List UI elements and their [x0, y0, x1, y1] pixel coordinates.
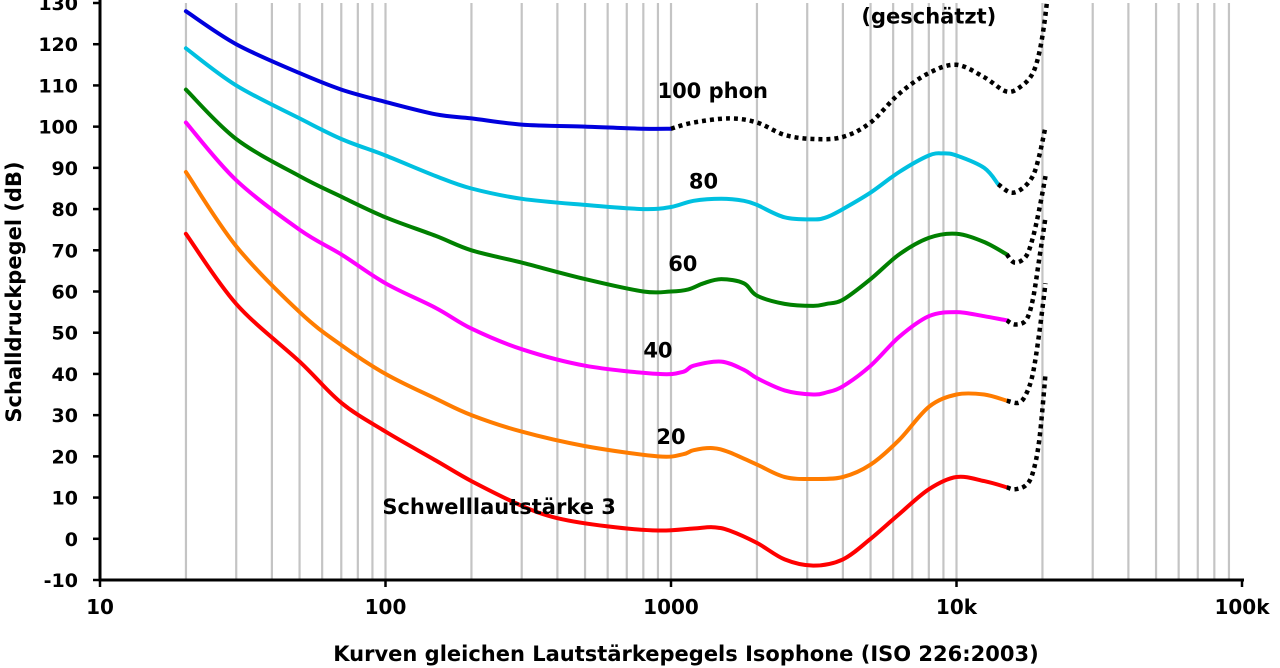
y-tick-label: 120	[38, 34, 78, 56]
curve-60-estimated	[1005, 175, 1048, 265]
curve-label: 20	[656, 425, 685, 449]
x-axis-title: Kurven gleichen Lautstärkepegels Isophon…	[333, 642, 1038, 666]
y-tick-label: 80	[52, 199, 78, 221]
curve-labels: 100 phon 80 60 40 20 Schwelllautstärke 3 (gesc…	[382, 5, 996, 519]
curve-60	[183, 87, 1009, 308]
y-tick-label: 90	[52, 158, 78, 180]
y-tick-label: 50	[52, 323, 78, 345]
curve-100-phon-estimated	[670, 0, 1050, 142]
curve-20-estimated	[1006, 283, 1048, 406]
y-tick-label: 70	[52, 240, 78, 262]
curve-label: 80	[689, 169, 718, 193]
x-tick-label: 100k	[1214, 595, 1270, 619]
curve-label: 60	[668, 252, 697, 276]
curve-80	[183, 46, 1001, 222]
x-tick-label: 10k	[936, 595, 978, 619]
y-tick-label: 30	[52, 405, 78, 427]
curve-label: 100 phon	[657, 79, 768, 103]
curves	[183, 0, 1050, 568]
curve-schwelllautst-rke-3	[183, 231, 1009, 568]
curve-label: 40	[643, 338, 672, 362]
y-tick-label: 60	[52, 282, 78, 304]
curve-80-estimated	[996, 126, 1048, 195]
y-tick-label: -10	[44, 570, 78, 592]
x-tick-label: 10	[86, 595, 114, 619]
y-tick-label: 0	[65, 529, 78, 551]
curve-schwelllautst-rke-3-estimated	[1006, 373, 1048, 492]
curve-40	[183, 120, 1009, 397]
x-tick-label: 1000	[643, 595, 699, 619]
curve-100-phon	[183, 9, 673, 131]
x-tick-label: 100	[365, 595, 407, 619]
curve-label: Schwelllautstärke 3	[382, 495, 616, 519]
y-tick-label: 40	[52, 364, 78, 386]
y-tick-label: 110	[38, 75, 78, 97]
curve-40-estimated	[1005, 216, 1048, 327]
y-tick-label: 20	[52, 446, 78, 468]
curve-label: (geschätzt)	[861, 5, 996, 29]
y-tick-label: 10	[52, 488, 78, 510]
y-tick-label: 130	[38, 0, 78, 15]
ticks: -10 0 10 20 30 40 50 60 70 80 90 100 110 120 130 10 100 1…	[38, 0, 1270, 619]
y-axis-title: Schalldruckpegel (dB)	[2, 161, 26, 422]
y-tick-label: 100	[38, 117, 78, 139]
curve-20	[183, 170, 1009, 482]
